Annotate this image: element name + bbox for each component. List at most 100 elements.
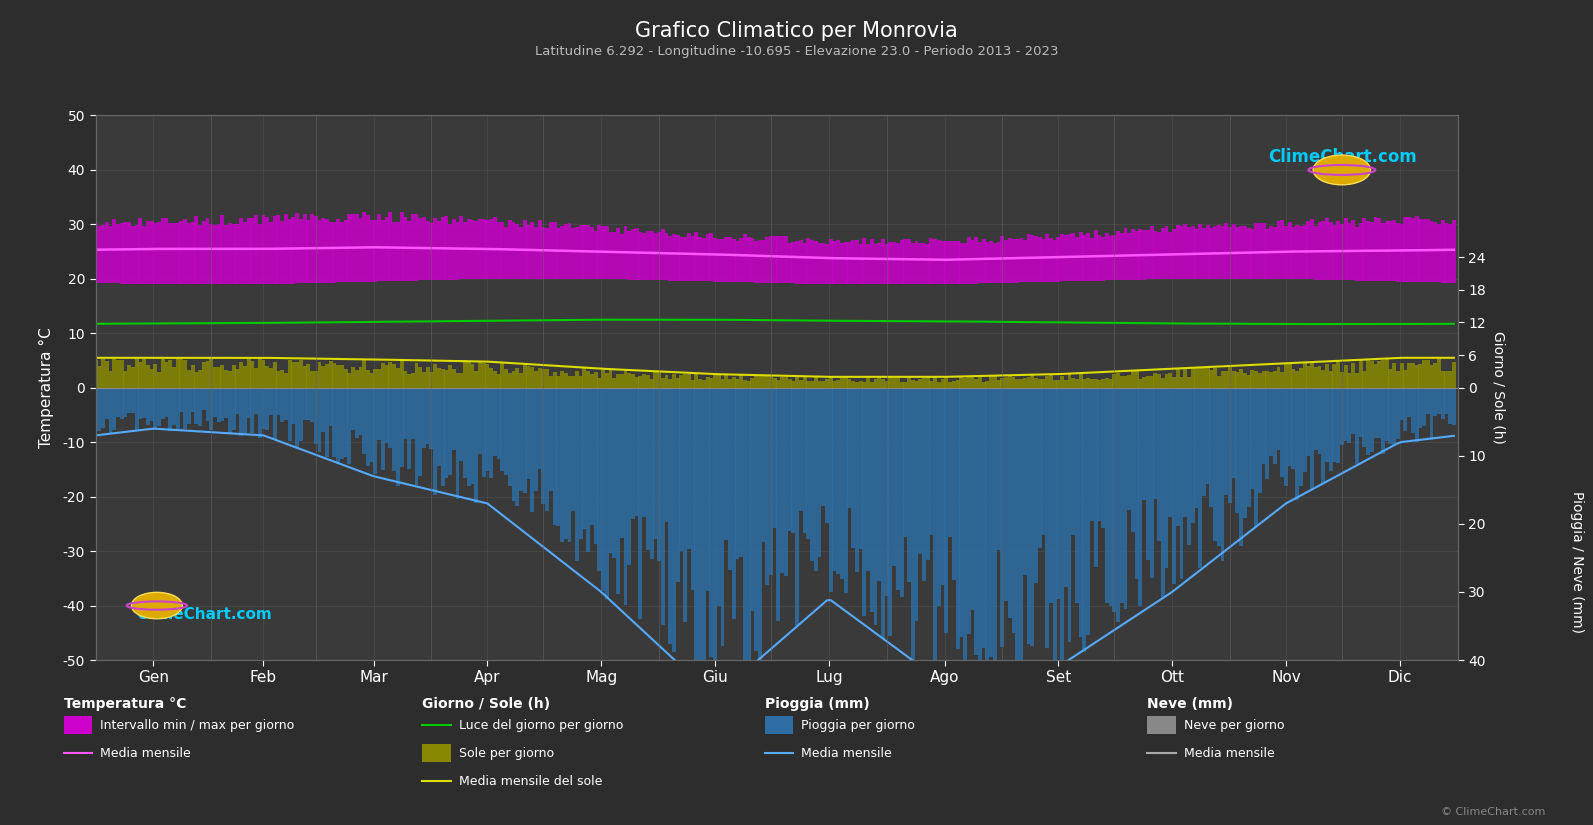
Bar xyxy=(687,388,691,549)
Bar xyxy=(586,225,589,279)
Bar xyxy=(862,238,867,285)
Bar xyxy=(225,388,228,418)
Bar xyxy=(1131,229,1134,280)
Bar xyxy=(992,388,997,670)
Bar xyxy=(481,388,486,477)
Bar xyxy=(545,228,550,279)
Bar xyxy=(997,242,1000,283)
Bar xyxy=(811,240,814,284)
Bar xyxy=(731,388,736,620)
Bar xyxy=(344,369,347,388)
Bar xyxy=(873,380,878,388)
Bar xyxy=(698,379,703,388)
Bar xyxy=(556,376,561,388)
Bar xyxy=(205,218,210,285)
Bar xyxy=(295,388,299,448)
Bar xyxy=(511,371,516,388)
Bar xyxy=(489,369,494,388)
Bar xyxy=(1008,238,1012,283)
Bar xyxy=(892,388,897,566)
Bar xyxy=(400,388,403,467)
Bar xyxy=(1303,388,1306,472)
Bar xyxy=(892,242,897,285)
Bar xyxy=(698,237,703,281)
Bar xyxy=(94,223,97,283)
Bar xyxy=(578,388,583,539)
Bar xyxy=(914,241,919,285)
Bar xyxy=(322,388,325,431)
Bar xyxy=(1075,380,1078,388)
Bar xyxy=(1034,388,1039,582)
Bar xyxy=(430,388,433,450)
Bar xyxy=(1070,378,1075,388)
Bar xyxy=(873,244,878,285)
Bar xyxy=(347,388,352,464)
Bar xyxy=(1254,388,1258,527)
Bar xyxy=(194,216,198,285)
Bar xyxy=(945,379,948,388)
Bar xyxy=(1284,363,1287,388)
Bar xyxy=(1020,388,1023,684)
Bar xyxy=(661,379,664,388)
Bar xyxy=(806,238,811,284)
Bar xyxy=(397,388,400,486)
Bar xyxy=(867,378,870,388)
Bar xyxy=(1231,371,1236,388)
Bar xyxy=(1031,388,1034,646)
Bar xyxy=(798,388,803,512)
Bar xyxy=(948,382,953,388)
Bar xyxy=(720,239,725,282)
Bar xyxy=(161,388,164,419)
Bar xyxy=(773,236,777,283)
Bar xyxy=(1276,366,1281,388)
Bar xyxy=(978,388,981,677)
Bar xyxy=(895,388,900,591)
Bar xyxy=(675,388,680,582)
Bar xyxy=(825,243,828,285)
Bar xyxy=(1306,365,1311,388)
Bar xyxy=(769,375,773,388)
Bar xyxy=(616,228,620,279)
Bar xyxy=(381,364,386,388)
Bar xyxy=(317,388,322,452)
Bar xyxy=(1351,363,1356,388)
Bar xyxy=(889,378,892,388)
Bar xyxy=(1332,364,1337,388)
Bar xyxy=(147,388,150,425)
Bar xyxy=(747,381,750,388)
Bar xyxy=(422,371,425,388)
Bar xyxy=(135,225,139,284)
Bar xyxy=(583,388,586,529)
Bar xyxy=(408,388,411,469)
Bar xyxy=(1008,375,1012,388)
Bar xyxy=(698,388,703,698)
Bar xyxy=(1190,226,1195,279)
Bar xyxy=(220,388,225,422)
Bar xyxy=(322,365,325,388)
Bar xyxy=(564,224,567,279)
Bar xyxy=(878,388,881,581)
Bar xyxy=(389,388,392,448)
Bar xyxy=(628,374,631,388)
Bar xyxy=(1309,364,1314,388)
Bar xyxy=(758,375,761,388)
Bar xyxy=(609,233,612,279)
Bar xyxy=(561,226,564,279)
Bar xyxy=(645,231,650,280)
Bar xyxy=(1332,388,1337,462)
Bar xyxy=(425,220,430,280)
Bar xyxy=(403,388,408,439)
Bar xyxy=(194,372,198,388)
Bar xyxy=(1314,225,1317,280)
Bar xyxy=(292,388,295,423)
Bar xyxy=(1131,371,1134,388)
Y-axis label: Giorno / Sole (h): Giorno / Sole (h) xyxy=(1491,332,1505,444)
Bar xyxy=(1243,388,1247,518)
Bar xyxy=(1048,375,1053,388)
Bar xyxy=(1343,365,1348,388)
Bar xyxy=(589,227,594,279)
Bar xyxy=(903,388,908,537)
Bar xyxy=(1220,226,1225,279)
Bar xyxy=(634,388,639,516)
Bar xyxy=(586,371,589,388)
